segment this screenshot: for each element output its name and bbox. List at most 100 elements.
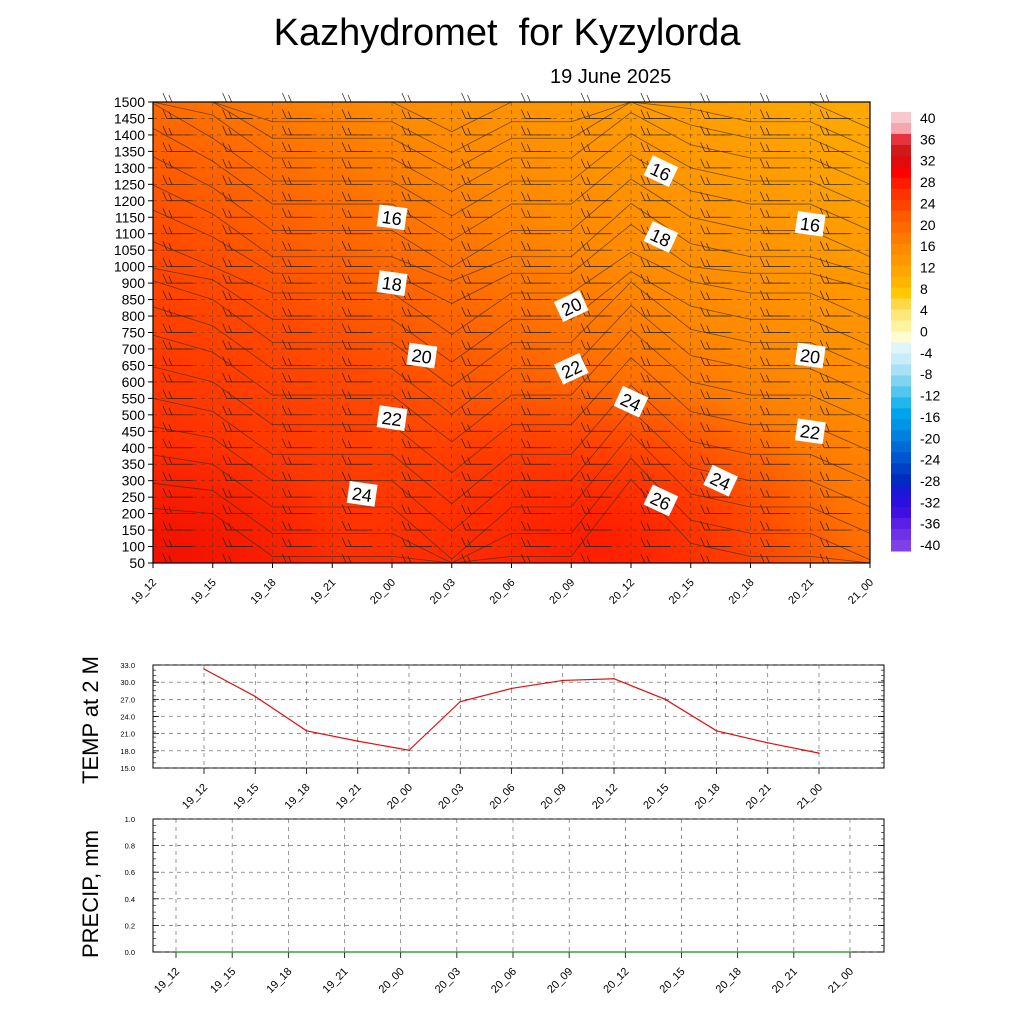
wind-barb [819,175,851,185]
wind-barb [521,372,552,383]
contour-line [152,209,871,304]
wind-barb [282,438,313,449]
wind-barb [222,438,253,449]
colorbar-tick-label: -12 [920,388,940,404]
heatmap-ytick-label: 1050 [114,242,145,258]
wind-barb [282,142,313,152]
colorbar-swatch [891,353,911,365]
temp-data-point [459,700,462,703]
wind-barb [162,191,193,202]
colorbar-tick-label: 0 [920,324,928,340]
wind-barb [700,208,731,218]
wind-barb [341,537,373,547]
precip-data-point [736,951,739,953]
temp-ytick-label: 27.0 [120,695,135,704]
wind-barb [341,109,373,119]
colorbar-swatch [891,386,911,398]
wind-barb [700,158,731,169]
wind-barb [640,257,671,267]
wind-barb [162,372,193,383]
temp-data-point [818,752,820,754]
wind-barb [401,257,432,267]
wind-barb [521,290,552,300]
wind-barb [341,241,373,251]
wind-barb [580,471,612,482]
wind-barb [760,306,791,317]
wind-barb [162,142,193,152]
wind-barb [282,339,313,350]
heatmap-ytick-label: 550 [122,390,146,406]
wind-barb [341,438,373,449]
wind-barb [222,372,253,383]
temp-data-point [356,740,359,742]
heatmap-ytick-label: 150 [122,522,146,538]
wind-barb [521,306,552,317]
heatmap-ytick-label: 50 [129,555,145,571]
precip-ytick-label: 0.2 [125,921,135,930]
temp-data-point [613,677,615,680]
colorbar-tick-label: 24 [920,195,936,211]
wind-barb [341,339,373,350]
wind-barb [760,158,791,169]
wind-barb [640,323,671,333]
wind-barb [282,520,313,531]
heatmap-ytick-label: 400 [122,440,146,456]
wind-barb [760,125,791,136]
wind-barb [461,323,492,333]
wind-barb [222,306,253,317]
precip-data-point [456,951,458,953]
contour-label: 22 [553,352,589,385]
contour-line [153,101,871,154]
wind-barb [461,290,492,300]
contour-line [152,356,871,474]
colorbar-swatch [891,507,911,519]
contour-line [152,101,871,193]
colorbar-swatch [891,166,911,179]
colorbar-swatch [891,463,911,475]
wind-barb [760,339,791,350]
wind-barb [521,323,552,333]
heatmap-xtick-label: 20_18 [727,577,757,607]
contour-label: 16 [376,204,408,231]
colorbar-swatch [891,485,911,497]
wind-barb [222,488,253,498]
wind-barb [401,389,432,399]
colorbar-swatch [891,265,911,278]
wind-barb [819,290,851,300]
wind-barb [401,504,432,514]
colorbar-tick-label: 20 [920,217,936,233]
wind-barb [760,109,791,119]
wind-barb [521,191,552,202]
wind-barb [640,92,671,103]
wind-barb [700,339,731,350]
contour-label-text: 20 [799,345,822,368]
wind-barb [461,125,492,136]
colorbar-swatch [891,430,911,442]
wind-barb [401,109,432,119]
contour-label: 22 [376,405,408,431]
contour-line [152,156,871,268]
heatmap-xtick-label: 20_00 [368,577,398,607]
wind-barb [760,323,791,333]
heatmap-ytick-label: 600 [122,374,146,390]
heatmap-ytick-label: 1150 [115,209,145,225]
wind-barb [222,405,253,416]
contour-label-bg [703,464,738,497]
wind-barb [162,438,193,449]
heatmap-ytick-label: 1300 [114,160,145,176]
wind-barb [760,504,791,514]
contour-label: 22 [794,418,826,445]
wind-barb [819,306,851,317]
wind-barb [341,142,373,152]
temp-xtick-label: 20_15 [641,782,671,812]
colorbar-swatch [891,331,911,343]
colorbar-tick-label: 40 [920,110,936,126]
wind-barb [341,290,373,300]
temp-xtick-label: 20_06 [488,782,518,812]
wind-barb [461,504,492,514]
wind-barb [401,438,432,449]
contour-label: 20 [406,342,438,369]
wind-barb [580,504,612,514]
wind-barb [461,537,492,547]
contour-label-bg [643,221,679,253]
